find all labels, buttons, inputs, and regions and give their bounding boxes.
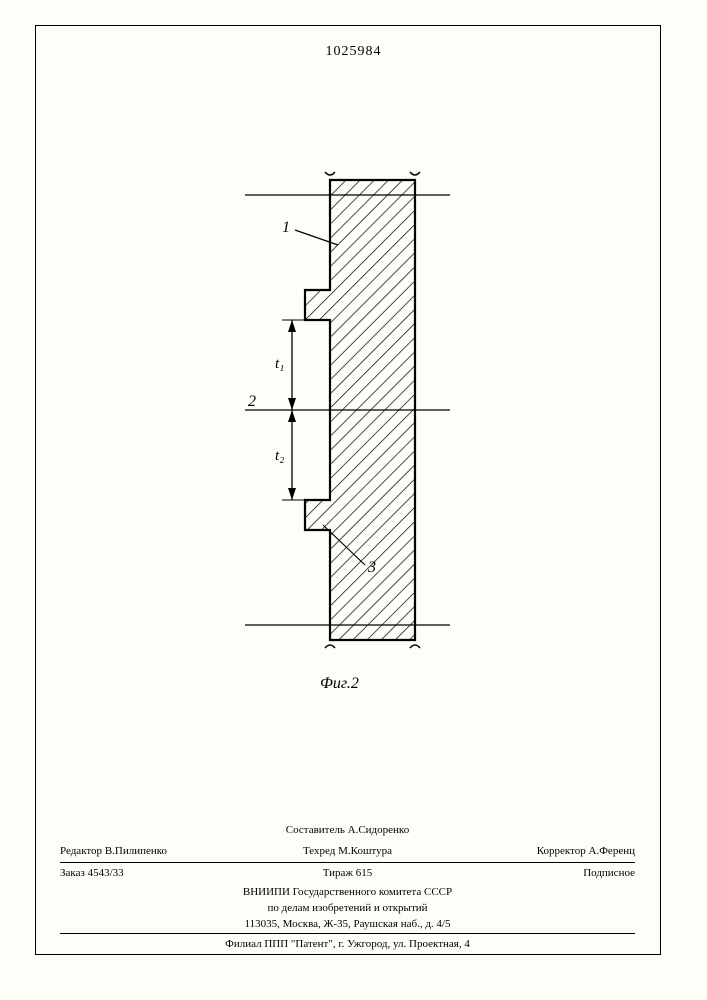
break-top-right: [410, 172, 420, 175]
document-number: 1025984: [0, 44, 707, 60]
dim-t1-arrow-down: [288, 398, 296, 410]
break-top-left: [325, 172, 335, 175]
break-bot-left: [325, 645, 335, 648]
address-line: 113035, Москва, Ж-35, Раушская наб., д. …: [60, 917, 635, 933]
break-bot-right: [410, 645, 420, 648]
tirage-label: Тираж: [323, 867, 353, 879]
order-label: Заказ: [60, 867, 85, 879]
dim-t1-label: t₁: [275, 356, 284, 372]
order-value: 4543/33: [88, 867, 124, 879]
printer-line: Филиал ППП "Патент", г. Ужгород, ул. Про…: [60, 933, 635, 956]
org-line2: по делам изобретений и открытий: [60, 901, 635, 917]
org-line1: ВНИИПИ Государственного комитета СССР: [60, 885, 635, 901]
figure-label: Фиг.2: [320, 675, 359, 693]
callout-3: 3: [367, 559, 376, 576]
figure: t₁ t₂ 1 2 3: [220, 150, 480, 670]
composer-name: А.Сидоренко: [348, 824, 410, 836]
dim-t2-arrow-up: [288, 410, 296, 422]
composer-row: Составитель А.Сидоренко: [60, 820, 635, 842]
dim-t2-label: t₂: [275, 448, 284, 464]
editor-row: Редактор В.Пилипенко Техред М.Коштура Ко…: [60, 842, 635, 862]
dim-t1-arrow-up: [288, 320, 296, 332]
composer-label: Составитель: [286, 824, 345, 836]
corrector-label: Корректор: [537, 845, 586, 857]
order-row: Заказ 4543/33 Тираж 615 Подписное: [60, 862, 635, 885]
editor-name: В.Пилипенко: [105, 845, 167, 857]
tirage-value: 615: [356, 867, 373, 879]
callout-2: 2: [248, 393, 256, 410]
dim-t2-arrow-down: [288, 488, 296, 500]
editor-label: Редактор: [60, 845, 102, 857]
techred-name: М.Коштура: [338, 845, 392, 857]
subscription: Подписное: [583, 867, 635, 879]
corrector-name: А.Ференц: [589, 845, 635, 857]
techred-label: Техред: [303, 845, 335, 857]
colophon-block: Составитель А.Сидоренко Редактор В.Пилип…: [60, 820, 635, 956]
callout-1: 1: [282, 219, 290, 236]
figure-svg: t₁ t₂ 1 2 3: [220, 150, 480, 670]
